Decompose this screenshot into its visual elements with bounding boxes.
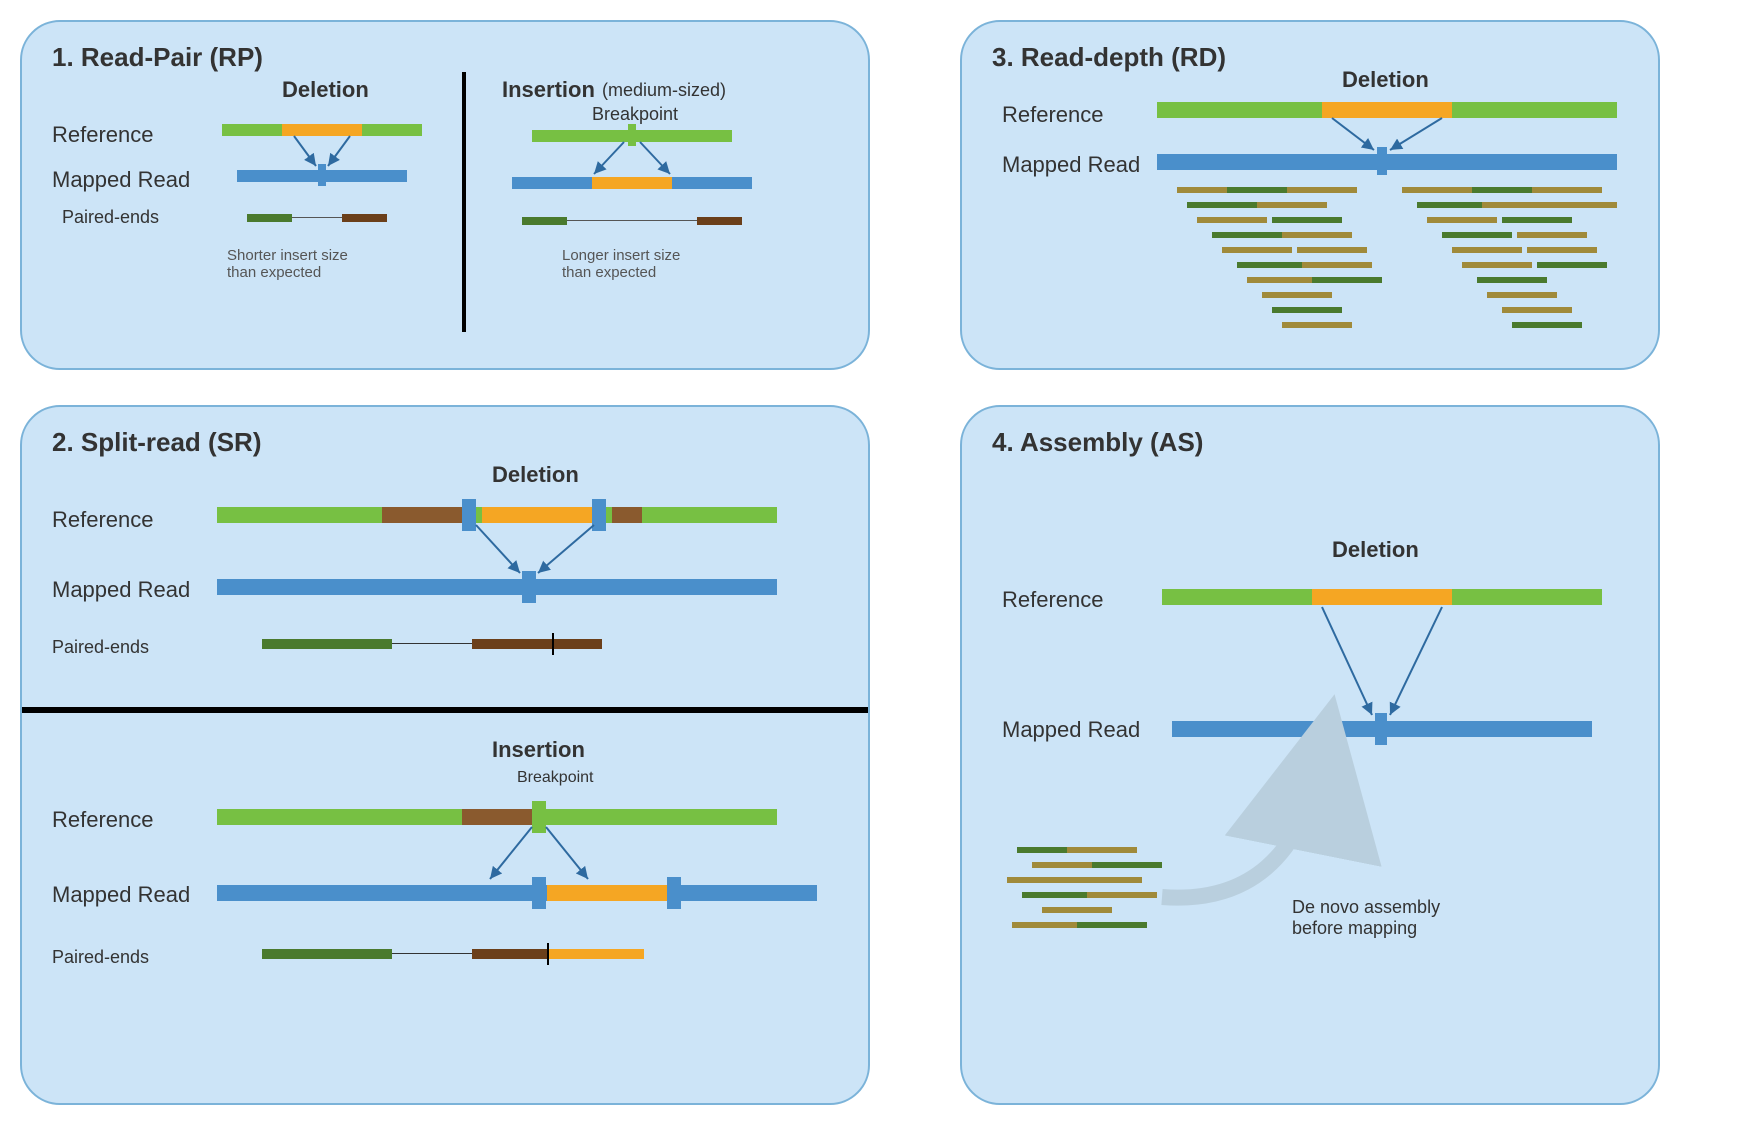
p1-deletion-heading: Deletion bbox=[282, 77, 369, 103]
p2-paired-label-2: Paired-ends bbox=[52, 947, 149, 968]
p1-pe-line bbox=[292, 217, 342, 218]
p1-arrows bbox=[22, 22, 868, 368]
p1-ref-orange bbox=[282, 124, 362, 136]
p1r-ref-tick bbox=[628, 124, 636, 146]
p3-ref-label: Reference bbox=[1002, 102, 1104, 128]
p2-ref1-brown2 bbox=[612, 507, 642, 523]
p3-deletion-heading: Deletion bbox=[1342, 67, 1429, 93]
p1r-pe-right bbox=[697, 217, 742, 225]
p1-insertion-sub: (medium-sized) bbox=[602, 80, 726, 101]
p2-pe2-line bbox=[392, 953, 472, 954]
p2-pe1-right bbox=[472, 639, 602, 649]
p4-ref-orange bbox=[1312, 589, 1452, 605]
p1-insertion-heading: Insertion bbox=[502, 77, 595, 103]
p4-ref-label: Reference bbox=[1002, 587, 1104, 613]
p2-pe2-brown bbox=[472, 949, 547, 959]
p2-mapped1 bbox=[217, 579, 777, 595]
p1-mapped-tick bbox=[318, 164, 326, 186]
p2-ref2-brown bbox=[462, 809, 532, 825]
p4-mapped-tick bbox=[1375, 713, 1387, 745]
p2-ins-heading: Insertion bbox=[492, 737, 585, 763]
p1r-arrows bbox=[22, 22, 868, 368]
diagram-grid: 1. Read-Pair (RP) Deletion Reference Map… bbox=[20, 20, 1730, 1105]
p2-pe1-left bbox=[262, 639, 392, 649]
p2-ref2-tick bbox=[532, 801, 546, 833]
p2-ref1-tick-l bbox=[462, 499, 476, 531]
p2-ref1-brown bbox=[382, 507, 462, 523]
p3-mapped-tick bbox=[1377, 147, 1387, 175]
panel3-title: 3. Read-depth (RD) bbox=[992, 42, 1628, 73]
p2-divider bbox=[22, 707, 868, 713]
p4-mapped-label: Mapped Read bbox=[1002, 717, 1140, 743]
p1r-mapped-orange bbox=[592, 177, 672, 189]
p2-ref1-tick-r bbox=[592, 499, 606, 531]
p2-mapped2-orange bbox=[547, 885, 667, 901]
p1-paired-label: Paired-ends bbox=[62, 207, 159, 228]
p2-ref1-orange bbox=[482, 507, 592, 523]
p1-breakpoint: Breakpoint bbox=[592, 104, 678, 125]
p1-note-right: Longer insert size than expected bbox=[562, 247, 680, 281]
panel-split-read: 2. Split-read (SR) Deletion Reference Ma… bbox=[20, 405, 870, 1105]
p2-mapped1-tick bbox=[522, 571, 536, 603]
divider-vertical bbox=[462, 72, 466, 332]
p1r-pe-left bbox=[522, 217, 567, 225]
p3-mapped-label: Mapped Read bbox=[1002, 152, 1140, 178]
p3-mapped-bar bbox=[1157, 154, 1617, 170]
p2-ref-label-2: Reference bbox=[52, 807, 154, 833]
panel-assembly: 4. Assembly (AS) Deletion Reference Mapp… bbox=[960, 405, 1660, 1105]
p3-ref-orange bbox=[1322, 102, 1452, 118]
p2-mapped2-tick-l bbox=[532, 877, 546, 909]
panel-read-pair: 1. Read-Pair (RP) Deletion Reference Map… bbox=[20, 20, 870, 370]
panel1-title: 1. Read-Pair (RP) bbox=[52, 42, 838, 73]
p2-ref-label-1: Reference bbox=[52, 507, 154, 533]
p2-pe2-left bbox=[262, 949, 392, 959]
p4-del-heading: Deletion bbox=[1332, 537, 1419, 563]
p2-mapped-label-1: Mapped Read bbox=[52, 577, 190, 603]
p2-del-heading: Deletion bbox=[492, 462, 579, 488]
p2-pe1-line bbox=[392, 643, 472, 644]
p2-mapped-label-2: Mapped Read bbox=[52, 882, 190, 908]
panel4-title: 4. Assembly (AS) bbox=[992, 427, 1628, 458]
p1-ref-label: Reference bbox=[52, 122, 154, 148]
p2-mapped2 bbox=[217, 885, 817, 901]
p2-pe2-orange bbox=[549, 949, 644, 959]
p2-breakpoint: Breakpoint bbox=[517, 769, 594, 787]
p2-paired-label-1: Paired-ends bbox=[52, 637, 149, 658]
panel2-title: 2. Split-read (SR) bbox=[52, 427, 838, 458]
p3-arrows bbox=[962, 22, 1658, 368]
p1-pe-right bbox=[342, 214, 387, 222]
p1-pe-left bbox=[247, 214, 292, 222]
p1-mapped-label: Mapped Read bbox=[52, 167, 190, 193]
p4-note: De novo assembly before mapping bbox=[1292, 897, 1440, 939]
p2-mapped2-tick-r bbox=[667, 877, 681, 909]
p4-arrows bbox=[962, 407, 1658, 1103]
p1-note-left: Shorter insert size than expected bbox=[227, 247, 348, 281]
p2-pe1-split bbox=[552, 633, 554, 655]
panel-read-depth: 3. Read-depth (RD) Deletion Reference Ma… bbox=[960, 20, 1660, 370]
p1r-pe-line bbox=[567, 220, 697, 221]
